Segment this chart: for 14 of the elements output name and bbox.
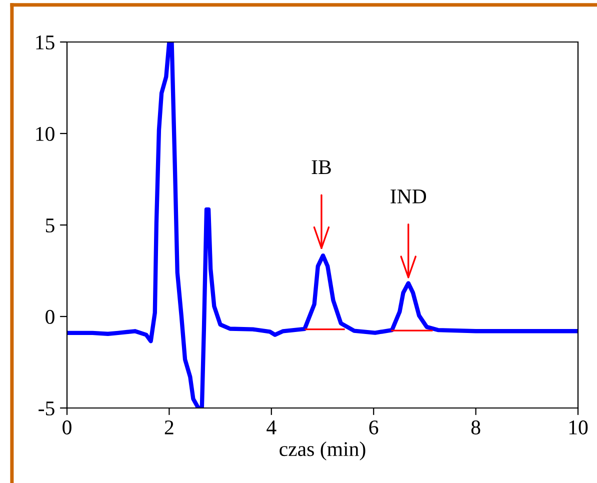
annotation: IND [390,190,426,204]
y-tick-label: 15 [36,35,54,50]
y-tick-label: 10 [36,126,54,141]
x-tick-label: 8 [471,420,480,434]
x-axis-title: czas (min) [280,441,366,460]
x-tick-label: 4 [266,420,276,434]
x-tick-label: 6 [369,420,378,434]
y-tick-label: 5 [46,218,54,232]
y-tick-label: -5 [38,402,54,416]
x-tick-label: 0 [62,420,72,434]
annotation: IB [312,160,331,174]
y-tick-label: 0 [46,310,54,324]
x-tick-label: 2 [164,420,174,434]
x-tick-label: 10 [569,420,588,434]
